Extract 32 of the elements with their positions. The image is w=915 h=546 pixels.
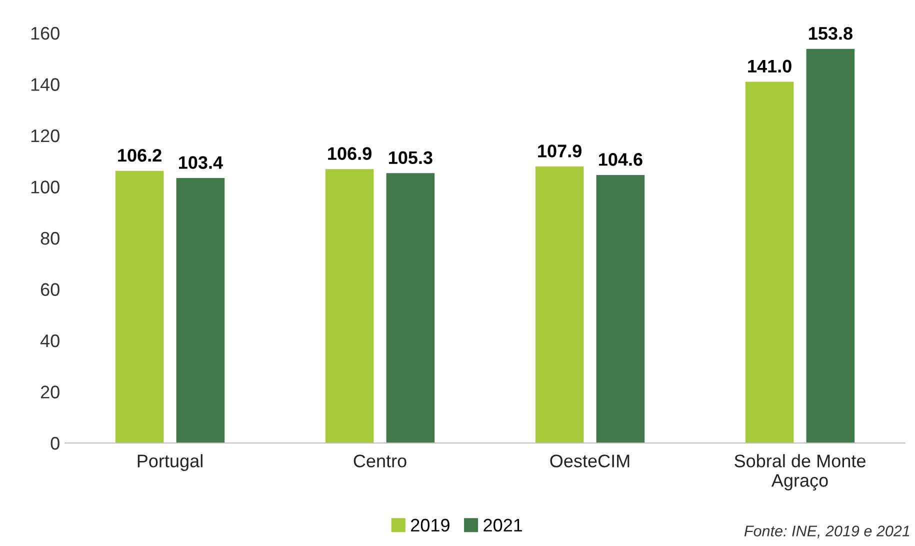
y-tick-label: 120 — [31, 129, 60, 142]
data-label: 104.6 — [599, 153, 642, 166]
data-label: 106.9 — [328, 147, 372, 160]
source-note: Fonte: INE, 2019 e 2021 — [744, 526, 910, 538]
data-label: 153.8 — [809, 26, 852, 40]
bar — [535, 166, 584, 443]
bar — [386, 173, 435, 443]
bar — [176, 178, 225, 443]
data-label: 141.0 — [748, 60, 792, 73]
data-label: 105.3 — [389, 151, 432, 164]
x-tick-label: Sobral de Monte Agraço — [734, 454, 866, 490]
x-tick-label: Centro — [354, 454, 406, 468]
y-tick-label: 80 — [40, 232, 60, 245]
y-tick-label: 20 — [40, 386, 60, 398]
y-tick-label: 40 — [40, 334, 60, 348]
y-tick-label: 0 — [50, 436, 60, 450]
y-tick-label: 140 — [31, 78, 60, 91]
y-tick-label: 160 — [31, 26, 60, 40]
y-tick-label: 60 — [40, 283, 60, 296]
x-tick-label: Portugal — [138, 454, 202, 471]
data-label: 106.2 — [118, 148, 162, 162]
bar — [325, 169, 374, 443]
data-label: 103.4 — [179, 156, 223, 169]
bar — [115, 170, 164, 443]
y-tick-label: 100 — [31, 180, 60, 194]
bar — [596, 174, 645, 443]
legend-label: 2019 — [411, 518, 450, 532]
legend-label: 2021 — [484, 518, 522, 532]
data-label: 107.9 — [538, 144, 582, 158]
x-tick-label: OesteCIM — [550, 454, 630, 468]
bar — [806, 48, 855, 443]
bar — [745, 82, 794, 443]
